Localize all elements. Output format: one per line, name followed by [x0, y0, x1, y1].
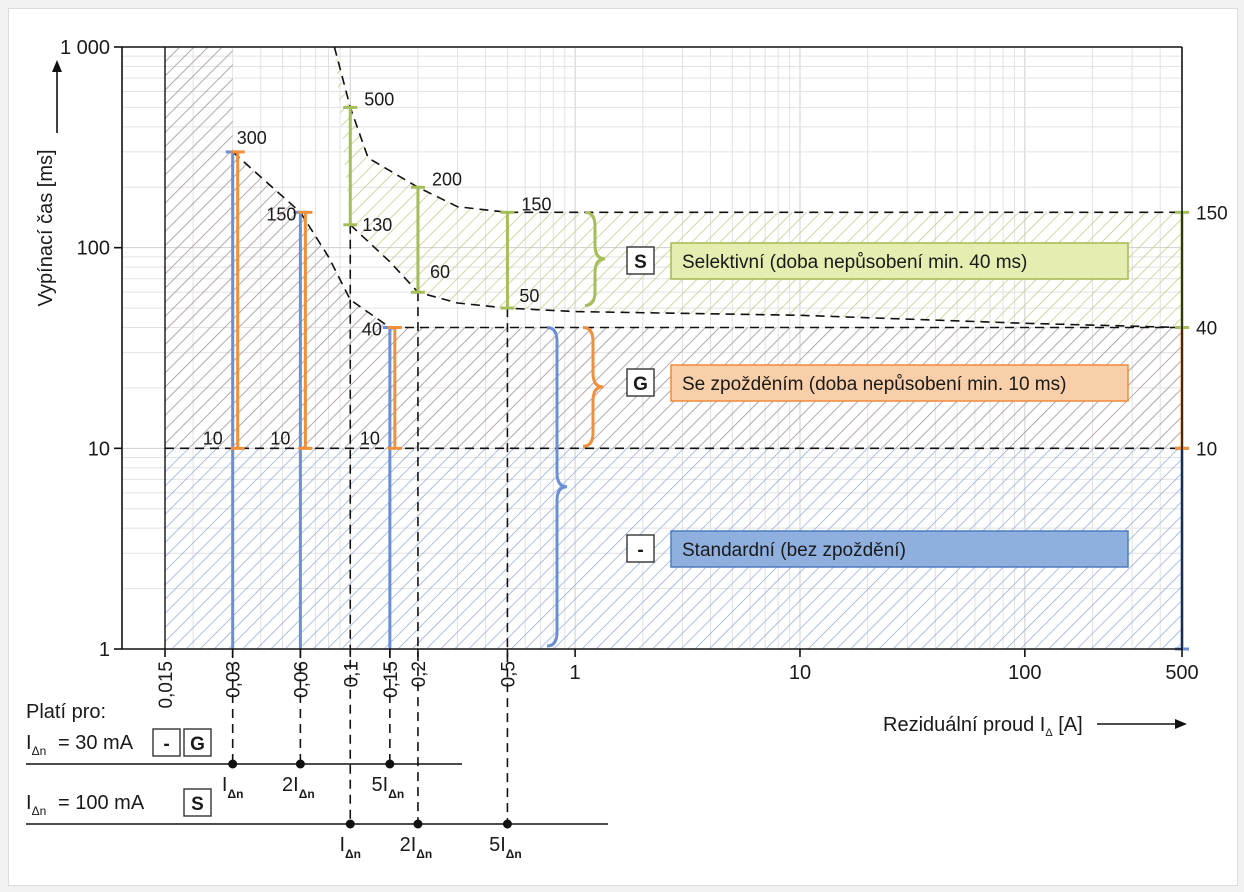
limit-label-top: 300 [237, 128, 267, 148]
curve-g [232, 151, 1182, 329]
x-tick-label: 1 [570, 662, 581, 684]
y-axis-arrow-head [52, 60, 62, 72]
x-axis-arrow-head [1175, 719, 1187, 729]
limit-label-top: 200 [432, 169, 462, 189]
zone-badge-selective [626, 246, 655, 275]
legend-badge-delayed [183, 728, 212, 757]
zone-badge-standard [626, 534, 655, 563]
x-tick-label: 500 [1165, 662, 1198, 684]
limit-label-top: 40 [362, 320, 382, 340]
legend-mark-100ma-label: 5IΔn [489, 834, 522, 861]
legend-mark-100ma-dot [502, 819, 512, 829]
zone-label-text-standard: Standardní (bez zpoždění) [682, 540, 906, 561]
legend-badge-standard [152, 728, 181, 757]
x-tick-label: 0,015 [156, 661, 177, 709]
legend-mark-100ma-label: IΔn [339, 834, 361, 861]
plot-area [122, 47, 1182, 649]
y-tick-label: 1 [99, 639, 110, 661]
legend-mark-100ma-label: 2IΔn [400, 834, 433, 861]
zone-label-text-delayed: Se zpožděním (doba nepůsobení min. 10 ms… [682, 374, 1066, 395]
axes [114, 46, 1183, 657]
zone-badge-text-standard: - [637, 540, 643, 561]
x-tick-label: 0,03 [224, 661, 245, 698]
legend-mark-100ma-dot [345, 819, 355, 829]
limit-label-top: 500 [364, 89, 394, 109]
x-tick-label: 0,5 [498, 661, 519, 687]
legend-title: Platí pro: [26, 701, 106, 723]
legend-mark-30ma-label: 2IΔn [282, 774, 315, 801]
legend-mark-30ma-label: 5IΔn [372, 774, 405, 801]
x-tick-label: 0,2 [409, 661, 430, 687]
limit-bars [225, 105, 1189, 651]
limit-label-bottom: 10 [270, 428, 290, 448]
y-tick-label: 100 [77, 238, 110, 260]
x-tick-label: 100 [1008, 662, 1041, 684]
limit-label-bottom: 50 [519, 286, 539, 306]
legend-row2-value: = 100 mA [58, 792, 145, 814]
y-tick-label: 10 [88, 438, 110, 460]
limit-label-top: 150 [521, 194, 551, 214]
zone-label-text-selective: Selektivní (doba nepůsobení min. 40 ms) [682, 252, 1027, 273]
legend-mark-30ma-dot [385, 759, 395, 769]
zone-badge-delayed [626, 368, 655, 397]
zone-label-delayed [670, 364, 1129, 402]
zone-delayed-blue-hatch [165, 47, 1182, 449]
right-axis-label: 10 [1196, 439, 1217, 460]
right-axis-label: 40 [1196, 319, 1217, 340]
limit-label-bottom: 60 [430, 262, 450, 282]
zone-label-standard [670, 530, 1129, 568]
legend-badge-selective-text: S [191, 794, 204, 815]
legend-badge-standard-text: - [163, 734, 169, 755]
x-tick-label: 0,06 [291, 661, 312, 698]
legend-mark-30ma-label: IΔn [222, 774, 244, 801]
legend-mark-30ma-dot [295, 759, 305, 769]
limit-label-bottom: 10 [360, 428, 380, 448]
x-tick-label: 0,15 [381, 661, 402, 698]
legend-mark-100ma-dot [413, 819, 423, 829]
legend-row2-label: IΔn [26, 792, 46, 818]
zone-label-selective [670, 242, 1129, 280]
legend-mark-30ma-dot [228, 759, 238, 769]
x-tick-label: 0,1 [341, 661, 362, 687]
zone-badge-text-selective: S [634, 252, 647, 273]
legend-row1-label: IΔn [26, 732, 46, 758]
x-tick-label: 10 [789, 662, 811, 684]
y-axis-title: Vypínací čas [ms] [35, 149, 57, 306]
legend-row1-value: = 30 mA [58, 732, 134, 754]
brace-selective [584, 210, 606, 308]
limit-label-top: 150 [266, 204, 296, 224]
brace-standard [546, 326, 568, 648]
x-axis-title: Reziduální proud IΔ [A] [883, 714, 1083, 739]
reference-lines [231, 224, 509, 824]
brace-delayed [582, 326, 604, 448]
right-axis-label: 150 [1196, 203, 1228, 224]
zone-badge-text-delayed: G [633, 374, 648, 395]
legend-badge-selective [183, 788, 212, 817]
limit-label-bottom: 10 [203, 428, 223, 448]
legend-badge-delayed-text: G [190, 734, 205, 755]
y-tick-label: 1 000 [60, 37, 110, 59]
limit-label-bottom: 130 [362, 215, 392, 235]
